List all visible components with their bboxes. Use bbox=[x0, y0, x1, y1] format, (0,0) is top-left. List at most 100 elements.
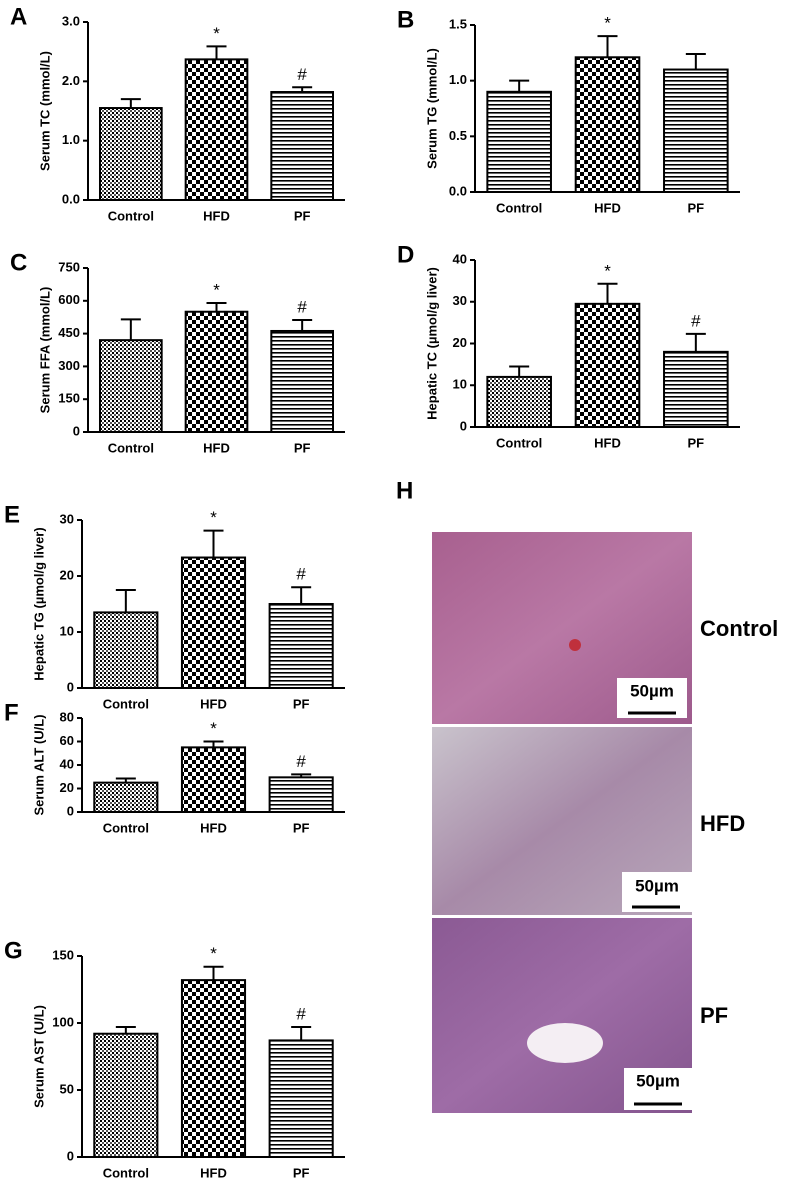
y-tick-label: 0 bbox=[67, 679, 74, 694]
bar bbox=[180, 746, 247, 813]
bar bbox=[180, 979, 247, 1158]
bar bbox=[268, 603, 334, 689]
x-tick-label: PF bbox=[294, 208, 311, 223]
y-tick-label: 450 bbox=[58, 325, 80, 340]
y-tick-label: 30 bbox=[60, 511, 74, 526]
bar bbox=[268, 776, 334, 814]
x-tick-label: Control bbox=[496, 200, 542, 215]
bar-chart: B Serum TG (mmol/L) 0.0 0.5 1.0 1.5 Control HFD… bbox=[397, 6, 740, 215]
y-tick-label: 300 bbox=[58, 358, 80, 373]
panel-letter: A bbox=[10, 3, 27, 30]
bar bbox=[180, 556, 247, 690]
y-axis-title: Serum FFA (mmol/L) bbox=[37, 287, 52, 414]
panel-letter: C bbox=[10, 249, 27, 276]
x-tick-label: HFD bbox=[200, 1165, 227, 1180]
bar-chart: C Serum FFA (mmol/L) 0 150 300 450 600 750 Contr… bbox=[10, 249, 345, 455]
bar bbox=[98, 339, 163, 433]
x-tick-label: HFD bbox=[594, 200, 621, 215]
bar-chart: G Serum AST (U/L) 0 50 100 150 Control HFD * PF # bbox=[4, 937, 345, 1180]
bar bbox=[98, 107, 163, 201]
x-tick-label: PF bbox=[688, 435, 705, 450]
y-tick-label: 2.0 bbox=[62, 73, 80, 88]
y-axis-title: Hepatic TG (µmol/g liver) bbox=[31, 527, 46, 680]
scale-box bbox=[622, 872, 692, 912]
vessel bbox=[569, 639, 581, 651]
x-tick-label: Control bbox=[108, 440, 154, 455]
y-tick-label: 60 bbox=[60, 733, 74, 748]
panel-letter: H bbox=[396, 477, 413, 504]
y-tick-label: 10 bbox=[60, 623, 74, 638]
x-tick-label: Control bbox=[103, 696, 149, 711]
y-tick-label: 80 bbox=[60, 709, 74, 724]
y-tick-label: 1.5 bbox=[449, 16, 467, 31]
significance-mark: * bbox=[604, 261, 611, 280]
y-tick-label: 0.0 bbox=[449, 183, 467, 198]
bar bbox=[270, 91, 335, 201]
significance-mark: # bbox=[296, 1005, 306, 1024]
y-axis-title: Serum AST (U/L) bbox=[31, 1005, 46, 1108]
y-axis-title: Hepatic TC (µmol/g liver) bbox=[424, 267, 439, 420]
y-tick-label: 3.0 bbox=[62, 13, 80, 28]
bar bbox=[93, 611, 159, 690]
y-tick-label: 150 bbox=[58, 391, 80, 406]
bar-chart: D Hepatic TC (µmol/g liver) 0 10 20 30 40 Contr… bbox=[397, 241, 740, 450]
scale-bar-label: 50µm bbox=[636, 1071, 680, 1090]
panel-letter: E bbox=[4, 501, 20, 528]
x-tick-label: PF bbox=[294, 440, 311, 455]
x-tick-label: PF bbox=[293, 820, 310, 835]
y-tick-label: 1.0 bbox=[449, 72, 467, 87]
x-tick-label: PF bbox=[293, 1165, 310, 1180]
x-tick-label: HFD bbox=[200, 820, 227, 835]
bar bbox=[663, 68, 729, 193]
y-tick-label: 0 bbox=[67, 1148, 74, 1163]
y-tick-label: 0 bbox=[67, 803, 74, 818]
y-tick-label: 150 bbox=[52, 947, 74, 962]
significance-mark: # bbox=[296, 752, 306, 771]
y-tick-label: 20 bbox=[60, 567, 74, 582]
bar bbox=[574, 56, 641, 193]
bar bbox=[486, 90, 552, 193]
significance-mark: * bbox=[604, 14, 611, 33]
y-axis-title: Serum TC (mmol/L) bbox=[37, 51, 52, 171]
y-tick-label: 750 bbox=[58, 259, 80, 274]
y-tick-label: 20 bbox=[60, 780, 74, 795]
panel-letter: F bbox=[4, 699, 19, 726]
y-tick-label: 0.0 bbox=[62, 191, 80, 206]
image-label: Control bbox=[700, 616, 778, 641]
bar bbox=[93, 781, 159, 813]
x-tick-label: PF bbox=[688, 200, 705, 215]
bar bbox=[93, 1032, 159, 1158]
bar bbox=[184, 58, 249, 201]
bar bbox=[574, 302, 641, 428]
micrograph-labels: Control HFD PF 50µm 50µm 50µm bbox=[617, 616, 778, 1110]
y-axis-title: Serum TG (mmol/L) bbox=[424, 48, 439, 169]
panel-letter: D bbox=[397, 241, 414, 268]
scale-bar-label: 50µm bbox=[635, 876, 679, 895]
x-tick-label: HFD bbox=[203, 208, 230, 223]
scale-bar-label: 50µm bbox=[630, 681, 674, 700]
significance-mark: * bbox=[213, 24, 220, 43]
significance-mark: # bbox=[297, 298, 307, 317]
x-tick-label: Control bbox=[496, 435, 542, 450]
image-label: PF bbox=[700, 1003, 728, 1028]
panel-letter: B bbox=[397, 6, 414, 33]
y-tick-label: 10 bbox=[453, 377, 467, 392]
bar-chart: A Serum TC (mmol/L) 0.0 1.0 2.0 3.0 Control HFD… bbox=[10, 3, 345, 223]
significance-mark: * bbox=[210, 944, 217, 963]
y-tick-label: 30 bbox=[453, 293, 467, 308]
significance-mark: * bbox=[210, 508, 217, 527]
bar bbox=[268, 1039, 334, 1159]
bar-chart: F Serum ALT (U/L) 0 20 40 60 80 Control HFD * PF # bbox=[4, 699, 345, 835]
bar bbox=[184, 310, 249, 434]
significance-mark: * bbox=[210, 719, 217, 738]
y-tick-label: 0.5 bbox=[449, 128, 467, 143]
vessel bbox=[527, 1023, 603, 1063]
x-tick-label: PF bbox=[293, 696, 310, 711]
significance-mark: * bbox=[213, 280, 220, 299]
image-label: HFD bbox=[700, 811, 745, 836]
y-tick-label: 0 bbox=[460, 418, 467, 433]
x-tick-label: Control bbox=[103, 820, 149, 835]
significance-mark: # bbox=[296, 565, 306, 584]
x-tick-label: HFD bbox=[200, 696, 227, 711]
